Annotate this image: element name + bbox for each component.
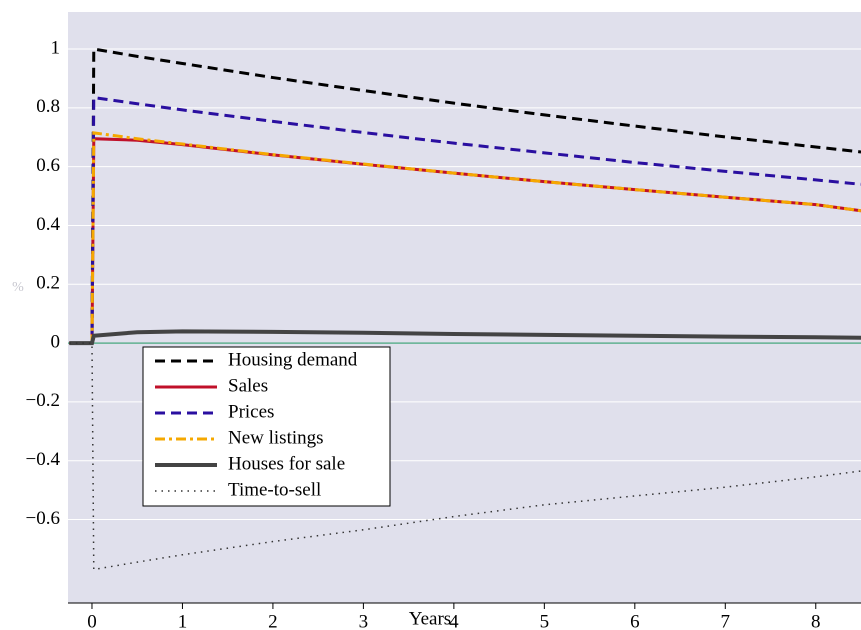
legend-label: Housing demand bbox=[228, 349, 358, 370]
x-tick-label: 5 bbox=[540, 611, 550, 630]
x-tick-label: 0 bbox=[87, 611, 97, 630]
y-tick-label: −0.6 bbox=[26, 508, 60, 529]
legend-label: Houses for sale bbox=[228, 453, 345, 474]
legend-box bbox=[142, 346, 391, 507]
plot-background bbox=[68, 12, 861, 603]
series-line bbox=[69, 131, 861, 345]
y-tick-label: −0.2 bbox=[26, 390, 60, 411]
y-axis-label: % bbox=[12, 280, 24, 295]
x-tick-label: 3 bbox=[359, 611, 369, 630]
legend-label: Time-to-sell bbox=[228, 479, 321, 500]
series-line bbox=[69, 95, 861, 345]
x-tick-label: 1 bbox=[178, 611, 188, 630]
x-axis-label: Years bbox=[409, 608, 451, 629]
y-tick-label: 0.2 bbox=[36, 273, 60, 294]
legend-label: Prices bbox=[228, 401, 274, 422]
y-tick-label: 0.8 bbox=[36, 96, 60, 117]
legend-label: New listings bbox=[228, 427, 324, 448]
x-tick-label: 8 bbox=[811, 611, 821, 630]
x-tick-label: 6 bbox=[630, 611, 640, 630]
y-tick-label: 0 bbox=[51, 331, 61, 352]
x-tick-label: 7 bbox=[721, 611, 731, 630]
legend-label: Sales bbox=[228, 375, 268, 396]
legend: Housing demand Sales Prices New listings Hou… bbox=[142, 346, 391, 507]
x-tick-label: 2 bbox=[268, 611, 278, 630]
series-line bbox=[69, 329, 861, 346]
x-tick-label: 4 bbox=[449, 611, 459, 630]
y-tick-label: 1 bbox=[51, 37, 61, 58]
y-tick-label: 0.4 bbox=[36, 214, 60, 235]
y-tick-label: −0.4 bbox=[26, 449, 61, 470]
y-tick-label: 0.6 bbox=[36, 155, 60, 176]
